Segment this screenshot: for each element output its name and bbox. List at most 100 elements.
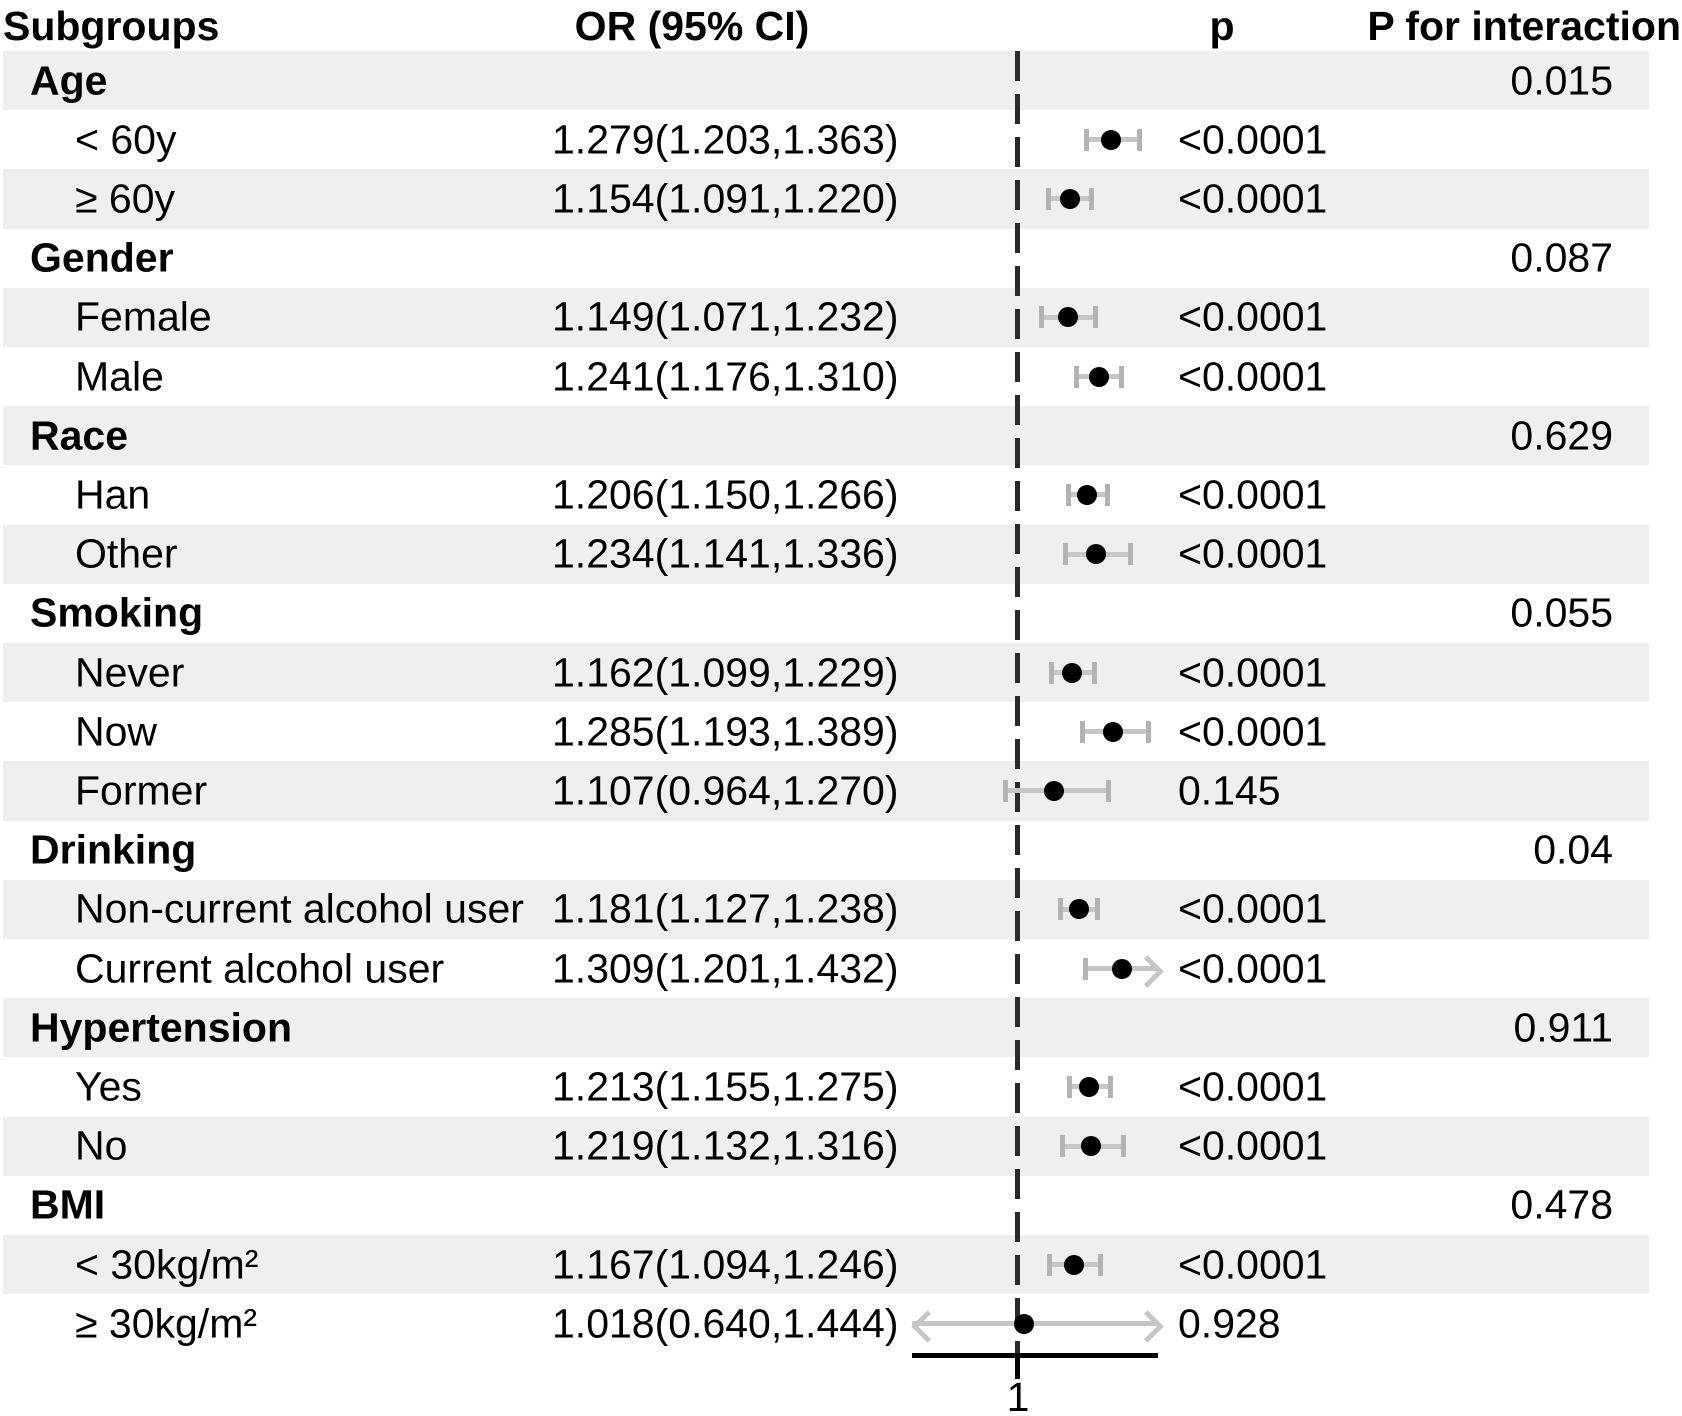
ci-cap [1059,1135,1065,1158]
ci-cap [1065,483,1071,506]
reference-line [1015,51,1020,1353]
row-stripe [3,761,1649,821]
ci-marker [0,1294,1682,1353]
or-point-estimate-dot [1111,958,1132,979]
p-value: <0.0001 [1178,885,1328,932]
section-label: Smoking [30,589,204,636]
row-stripe [3,51,1649,111]
subgroup-row: Current alcohol user 1.309(1.201,1.432) <0… [0,939,1682,998]
subgroup-row: No 1.219(1.132,1.316) <0.0001 [0,1116,1682,1176]
p-interaction-value: 0.087 [1510,234,1613,281]
ci-marker [0,347,1682,406]
or-ci-value: 1.154(1.091,1.220) [552,175,899,222]
row-stripe [3,169,1649,229]
or-ci-value: 1.162(1.099,1.229) [552,649,899,696]
subgroup-label: Female [75,293,212,340]
ci-cap [1107,1075,1113,1098]
column-header-p: p [1209,2,1235,49]
or-ci-value: 1.213(1.155,1.275) [552,1063,899,1110]
ci-cap [1097,1253,1103,1276]
or-point-estimate-dot [1062,662,1083,683]
p-interaction-value: 0.629 [1510,412,1613,459]
ci-marker [0,643,1682,702]
ci-marker [0,525,1682,584]
subgroup-row: < 60y 1.279(1.203,1.363) <0.0001 [0,110,1682,169]
ci-cap [1083,128,1089,151]
ci-cap [1039,306,1045,329]
section-label: Age [30,57,108,104]
subgroup-label: No [75,1122,128,1169]
or-ci-value: 1.234(1.141,1.336) [552,530,899,577]
or-ci-value: 1.107(0.964,1.270) [552,767,899,814]
ci-marker [0,1117,1682,1176]
or-point-estimate-dot [1057,307,1078,328]
row-stripe [3,1116,1649,1176]
subgroup-label: Never [75,649,185,696]
subgroup-label: Yes [75,1063,142,1110]
subgroup-row: < 30kg/m² 1.167(1.094,1.246) <0.0001 [0,1235,1682,1295]
p-value: 0.145 [1178,767,1281,814]
or-ci-value: 1.181(1.127,1.238) [552,885,899,932]
section-row: BMI 0.478 [0,1176,1682,1235]
p-value: <0.0001 [1178,708,1328,755]
ci-cap [1082,957,1088,980]
ci-marker [0,939,1682,998]
row-stripe [3,1235,1649,1295]
ci-marker [0,880,1682,939]
or-point-estimate-dot [1103,721,1124,742]
subgroup-row: Yes 1.213(1.155,1.275) <0.0001 [0,1057,1682,1116]
subgroup-label: < 30kg/m² [75,1241,259,1288]
or-ci-value: 1.018(0.640,1.444) [552,1300,899,1347]
row-stripe [3,643,1649,703]
ci-cap [1092,661,1098,684]
column-header-or-ci: OR (95% CI) [574,2,810,49]
or-ci-value: 1.279(1.203,1.363) [552,116,899,163]
p-value: <0.0001 [1178,1122,1328,1169]
subgroup-label: ≥ 60y [75,175,175,222]
p-value: <0.0001 [1178,1063,1328,1110]
ci-clip-arrow-left-icon [910,1310,944,1343]
section-label: BMI [30,1181,106,1228]
ci-cap [1045,187,1051,210]
or-point-estimate-dot [1014,1313,1035,1334]
ci-marker [0,1057,1682,1116]
subgroup-row: ≥ 30kg/m² 1.018(0.640,1.444) 0.928 [0,1294,1682,1353]
p-interaction-value: 0.055 [1510,589,1613,636]
subgroup-row: Other 1.234(1.141,1.336) <0.0001 [0,524,1682,584]
subgroup-label: Former [75,767,208,814]
ci-clip-arrow-right-icon [1131,954,1165,988]
p-interaction-value: 0.478 [1510,1181,1613,1228]
section-row: Hypertension 0.911 [0,998,1682,1058]
subgroup-row: Never 1.162(1.099,1.229) <0.0001 [0,643,1682,703]
ci-cap [1105,779,1111,802]
subgroup-row: Male 1.241(1.176,1.310) <0.0001 [0,347,1682,406]
p-interaction-value: 0.04 [1533,826,1613,873]
row-stripe [3,287,1649,347]
or-ci-value: 1.219(1.132,1.316) [552,1122,899,1169]
or-point-estimate-dot [1068,899,1089,920]
ci-cap [1121,1135,1127,1158]
ci-marker [0,169,1682,228]
subgroup-row: Female 1.149(1.071,1.232) <0.0001 [0,287,1682,347]
row-stripe [3,406,1649,466]
ci-cap [1048,661,1054,684]
subgroup-label: < 60y [75,116,177,163]
ci-cap [1093,306,1099,329]
p-value: <0.0001 [1178,353,1328,400]
ci-cap [1058,898,1064,921]
ci-cap [1003,779,1009,802]
or-point-estimate-dot [1077,484,1097,505]
column-header-subgroups: Subgroups [3,2,220,49]
row-stripe [3,524,1649,584]
p-value: 0.928 [1178,1300,1281,1347]
ci-marker [0,465,1682,524]
subgroup-label: Non-current alcohol user [75,885,524,932]
ci-clip-arrow-right-icon [1131,1310,1165,1343]
section-label: Hypertension [30,1004,292,1051]
subgroup-label: Han [75,471,151,518]
ci-whisker-line [912,1321,1158,1327]
x-axis-line [912,1353,1158,1358]
section-row: Smoking 0.055 [0,584,1682,643]
p-value: <0.0001 [1178,116,1328,163]
section-row: Age 0.015 [0,51,1682,111]
